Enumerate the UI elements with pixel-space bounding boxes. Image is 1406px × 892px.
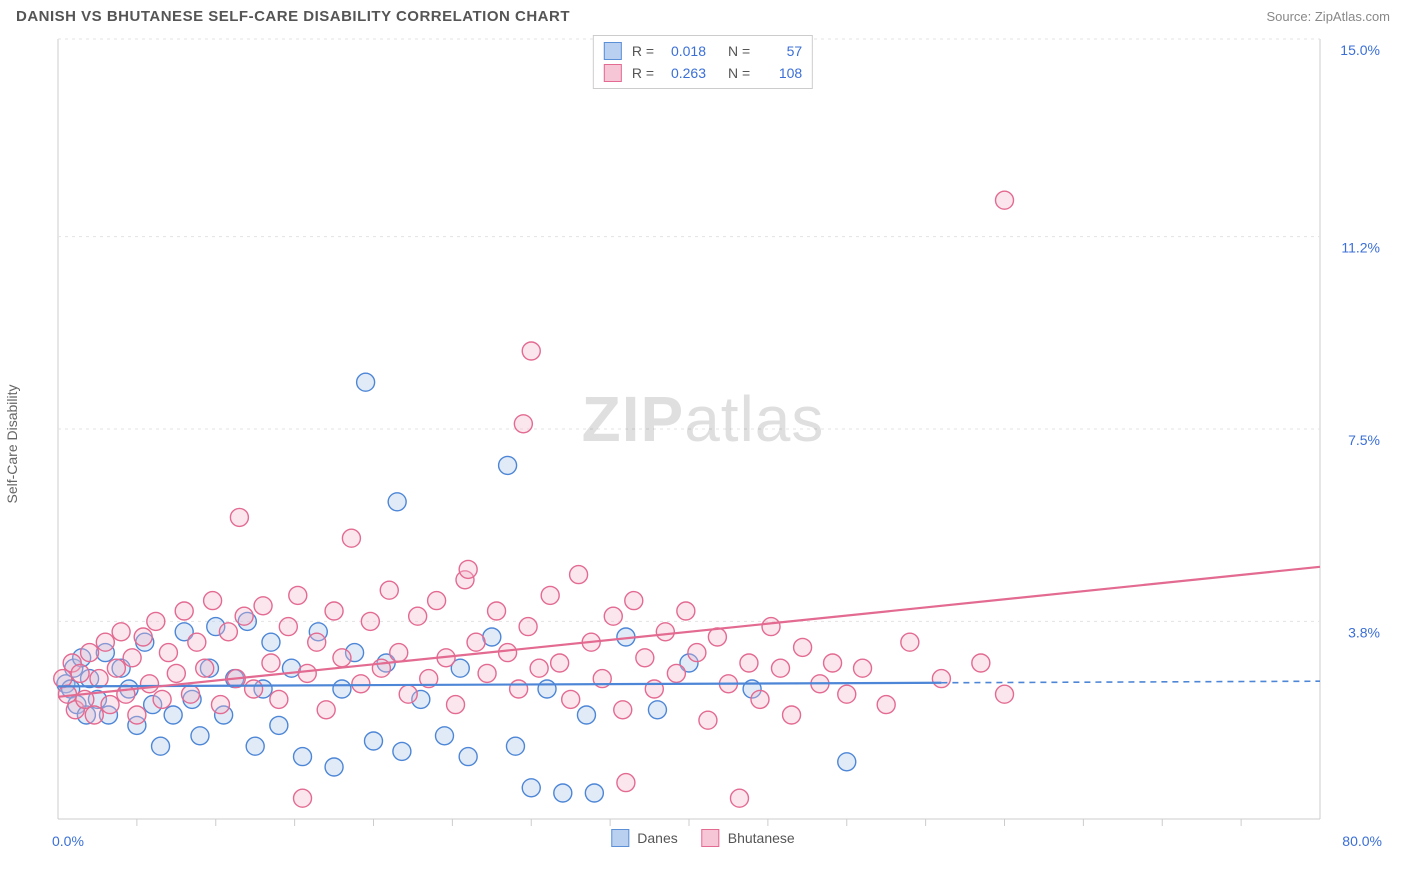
legend-label: Danes [637, 830, 677, 846]
y-axis-label: Self-Care Disability [4, 384, 20, 503]
legend-swatch [702, 829, 720, 847]
legend-swatch [604, 42, 622, 60]
series-legend: Danes Bhutanese [611, 829, 794, 847]
legend-swatch [611, 829, 629, 847]
r-label: R = [632, 62, 654, 84]
svg-text:3.8%: 3.8% [1348, 624, 1380, 640]
stats-row: R = 0.263 N = 108 [604, 62, 802, 84]
stats-legend: R = 0.018 N = 57 R = 0.263 N = 108 [593, 35, 813, 89]
chart-container: Self-Care Disability 3.8%7.5%11.2%15.0% … [16, 29, 1390, 859]
n-value: 57 [756, 40, 802, 62]
svg-text:15.0%: 15.0% [1340, 42, 1380, 58]
r-value: 0.018 [660, 40, 706, 62]
r-label: R = [632, 40, 654, 62]
x-axis-max: 80.0% [1342, 833, 1382, 849]
legend-swatch [604, 64, 622, 82]
stats-row: R = 0.018 N = 57 [604, 40, 802, 62]
legend-item: Bhutanese [702, 829, 795, 847]
scatter-plot: 3.8% 7.5% 11.2% 15.0% [16, 29, 1390, 859]
svg-text:7.5%: 7.5% [1348, 432, 1380, 448]
legend-label: Bhutanese [728, 830, 795, 846]
n-label: N = [728, 62, 750, 84]
n-label: N = [728, 40, 750, 62]
chart-title: DANISH VS BHUTANESE SELF-CARE DISABILITY… [16, 8, 570, 25]
n-value: 108 [756, 62, 802, 84]
r-value: 0.263 [660, 62, 706, 84]
source-attribution: Source: ZipAtlas.com [1266, 9, 1390, 24]
x-axis-origin: 0.0% [52, 833, 84, 849]
legend-item: Danes [611, 829, 677, 847]
svg-text:11.2%: 11.2% [1341, 240, 1380, 256]
